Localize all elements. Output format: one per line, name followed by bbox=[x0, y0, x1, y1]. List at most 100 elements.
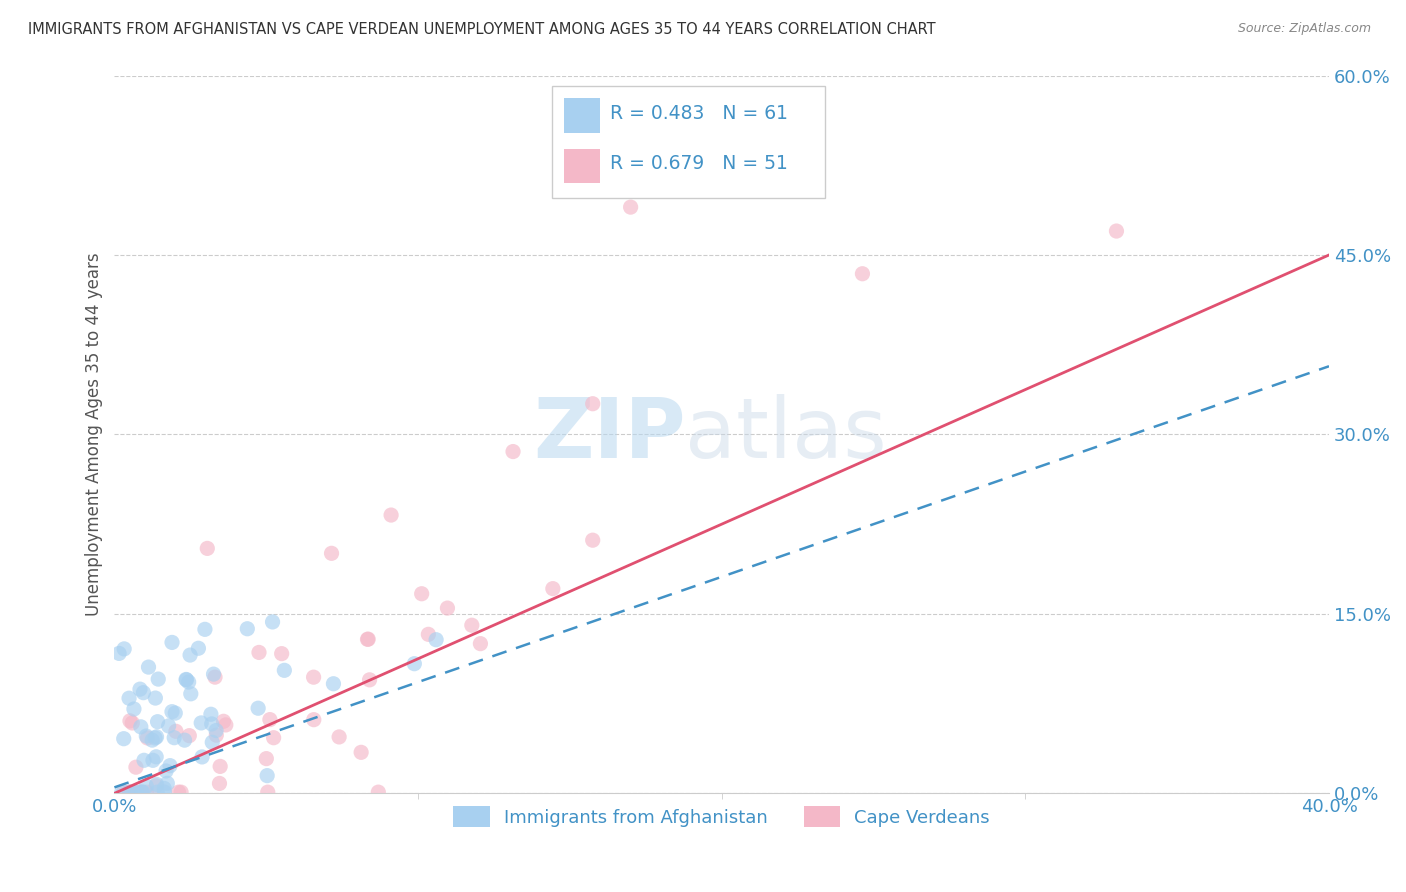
Point bbox=[155, 764, 177, 778]
Point bbox=[146, 785, 169, 799]
Point bbox=[328, 730, 350, 744]
Point bbox=[200, 707, 222, 722]
Point bbox=[236, 622, 259, 636]
Point bbox=[380, 508, 402, 522]
Point bbox=[180, 687, 202, 701]
Point bbox=[131, 785, 153, 799]
Point bbox=[212, 714, 235, 729]
Point bbox=[165, 724, 187, 739]
Point bbox=[208, 776, 231, 790]
Point bbox=[418, 627, 440, 641]
Point bbox=[145, 779, 167, 793]
Point bbox=[259, 713, 281, 727]
Point bbox=[173, 733, 195, 747]
Point bbox=[367, 785, 389, 799]
Point bbox=[357, 632, 380, 647]
Text: IMMIGRANTS FROM AFGHANISTAN VS CAPE VERDEAN UNEMPLOYMENT AMONG AGES 35 TO 44 YEA: IMMIGRANTS FROM AFGHANISTAN VS CAPE VERD… bbox=[28, 22, 936, 37]
Point bbox=[131, 785, 153, 799]
Point bbox=[145, 691, 167, 706]
Point bbox=[256, 769, 278, 783]
Point bbox=[247, 701, 270, 715]
Point bbox=[201, 735, 224, 749]
Text: R = 0.679   N = 51: R = 0.679 N = 51 bbox=[610, 154, 787, 173]
Text: R = 0.483   N = 61: R = 0.483 N = 61 bbox=[610, 104, 787, 123]
Bar bbox=[564, 149, 600, 183]
Point bbox=[247, 645, 270, 659]
Point bbox=[111, 785, 134, 799]
Point bbox=[582, 397, 605, 411]
Point bbox=[187, 641, 209, 656]
Point bbox=[122, 785, 145, 799]
Point bbox=[159, 758, 181, 772]
Point bbox=[112, 785, 135, 799]
Point bbox=[153, 781, 176, 796]
Text: Source: ZipAtlas.com: Source: ZipAtlas.com bbox=[1237, 22, 1371, 36]
Point bbox=[302, 670, 325, 684]
Point bbox=[194, 623, 217, 637]
Point bbox=[179, 648, 201, 662]
Point bbox=[132, 785, 155, 799]
Point bbox=[195, 541, 218, 556]
Point bbox=[145, 730, 167, 744]
Point bbox=[148, 672, 170, 686]
Point bbox=[132, 753, 155, 767]
Point bbox=[851, 267, 873, 281]
Point bbox=[205, 723, 228, 738]
Point bbox=[118, 691, 141, 706]
Point bbox=[582, 533, 605, 548]
Point bbox=[118, 714, 141, 728]
Point bbox=[205, 728, 228, 742]
Point bbox=[322, 677, 344, 691]
Point bbox=[270, 647, 292, 661]
Point bbox=[135, 785, 157, 799]
Point bbox=[470, 637, 492, 651]
Point bbox=[262, 615, 284, 629]
Point bbox=[1105, 224, 1128, 238]
Point bbox=[132, 686, 155, 700]
Point bbox=[145, 777, 167, 791]
Text: atlas: atlas bbox=[685, 394, 887, 475]
Point bbox=[436, 601, 458, 615]
Point bbox=[254, 751, 277, 765]
Point bbox=[165, 706, 187, 720]
Point bbox=[356, 632, 378, 647]
Point bbox=[215, 718, 238, 732]
Point bbox=[138, 660, 160, 674]
Point bbox=[128, 785, 150, 799]
Point bbox=[163, 731, 186, 745]
Point bbox=[359, 673, 381, 687]
Point bbox=[209, 759, 232, 773]
Point bbox=[176, 673, 198, 687]
Point bbox=[145, 749, 167, 764]
Point bbox=[118, 785, 141, 799]
Point bbox=[153, 785, 176, 799]
Point bbox=[136, 731, 159, 745]
Point bbox=[167, 785, 190, 799]
FancyBboxPatch shape bbox=[551, 87, 825, 197]
Point bbox=[157, 719, 180, 733]
Point bbox=[411, 587, 433, 601]
Point bbox=[135, 729, 157, 743]
Point bbox=[156, 776, 179, 790]
Point bbox=[143, 731, 166, 745]
Point bbox=[179, 729, 201, 743]
Point bbox=[170, 785, 193, 799]
Point bbox=[263, 731, 285, 745]
Point bbox=[273, 663, 295, 677]
Point bbox=[121, 715, 143, 730]
Point bbox=[191, 750, 214, 764]
Point bbox=[461, 618, 484, 632]
Point bbox=[425, 632, 447, 647]
Point bbox=[256, 785, 278, 799]
Point bbox=[160, 705, 183, 719]
Point bbox=[541, 582, 564, 596]
Legend: Immigrants from Afghanistan, Cape Verdeans: Immigrants from Afghanistan, Cape Verdea… bbox=[446, 799, 997, 835]
Point bbox=[321, 546, 343, 560]
Point bbox=[125, 785, 148, 799]
Point bbox=[404, 657, 426, 671]
Point bbox=[112, 641, 135, 656]
Point bbox=[160, 635, 183, 649]
Point bbox=[174, 673, 197, 687]
Point bbox=[202, 667, 225, 681]
Point bbox=[204, 670, 226, 684]
